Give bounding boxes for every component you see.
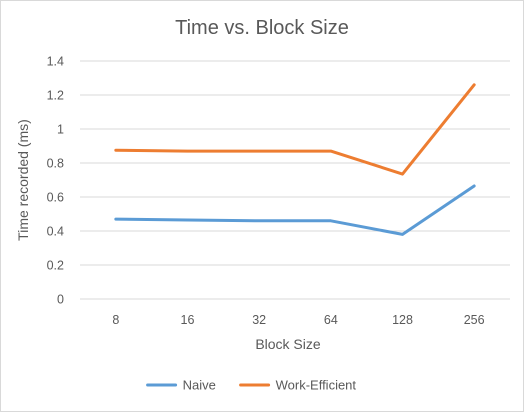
- series-line-naive: [114, 184, 476, 236]
- y-axis-label: Time recorded (ms): [15, 119, 31, 241]
- gridlines: [80, 60, 510, 300]
- x-tick-label: 16: [181, 313, 195, 327]
- y-tick-label: 0.6: [47, 191, 64, 205]
- series-lines: [114, 83, 476, 236]
- chart-title: Time vs. Block Size: [175, 17, 349, 39]
- y-tick-label: 1.4: [47, 55, 64, 69]
- legend-label-work-efficient: Work-Efficient: [276, 378, 357, 393]
- x-tick-label: 256: [464, 313, 485, 327]
- y-tick-label: 0.8: [47, 157, 64, 171]
- x-axis-ticks: 8 16 32 64 128 256: [112, 313, 484, 327]
- y-tick-label: 0.2: [47, 259, 64, 273]
- x-tick-label: 8: [112, 313, 119, 327]
- series-line-work-efficient: [114, 83, 476, 176]
- legend-label-naive: Naive: [183, 378, 216, 393]
- y-tick-label: 1: [57, 123, 64, 137]
- legend: Naive Work-Efficient: [146, 378, 357, 393]
- y-tick-label: 1.2: [47, 89, 64, 103]
- y-tick-label: 0: [57, 293, 64, 307]
- x-tick-label: 128: [392, 313, 413, 327]
- y-axis-ticks: 0 0.2 0.4 0.6 0.8 1 1.2 1.4: [47, 55, 64, 307]
- x-axis-label: Block Size: [255, 336, 321, 352]
- x-tick-label: 64: [324, 313, 338, 327]
- x-tick-label: 32: [252, 313, 266, 327]
- y-tick-label: 0.4: [47, 225, 64, 239]
